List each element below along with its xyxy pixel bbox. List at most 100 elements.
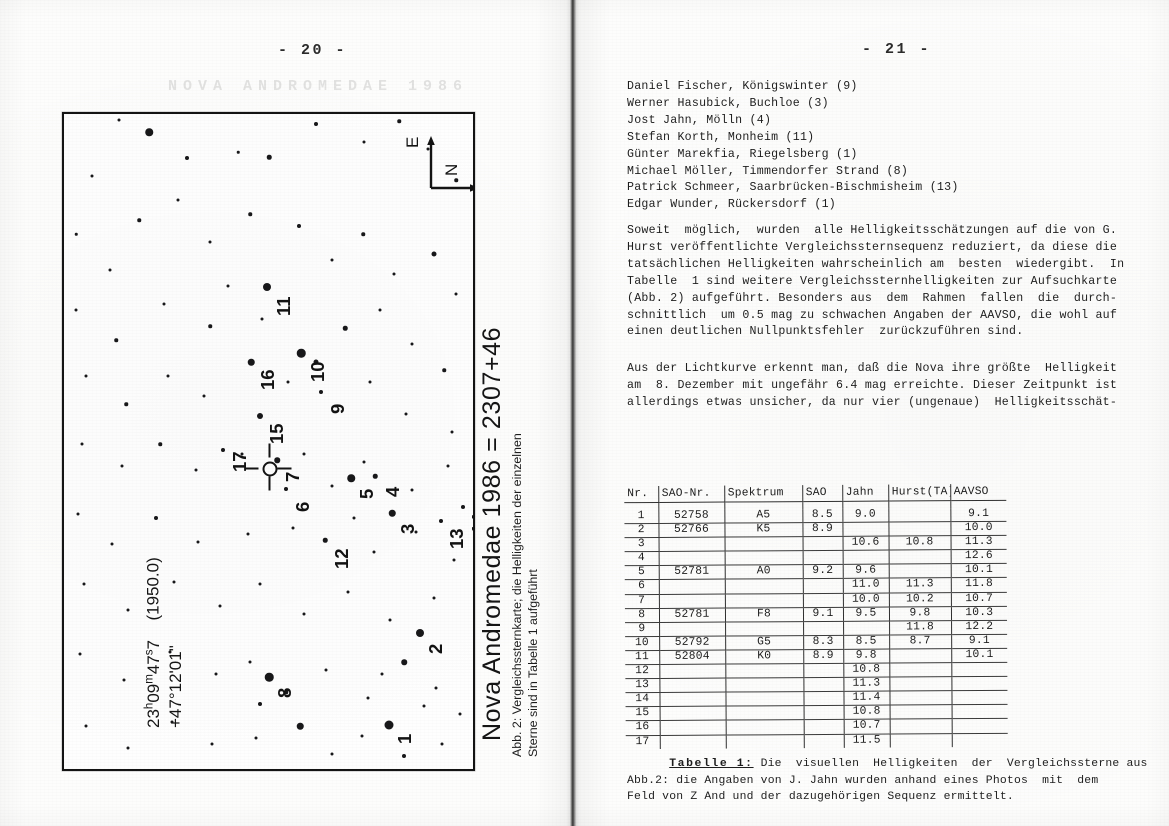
table-header-row: Nr. SAO-Nr. Spektrum SAO Jahn Hurst(TA) … [624, 483, 1007, 503]
cell-sao [802, 536, 843, 551]
cell-jahn: 9.5 [842, 606, 890, 622]
cell-hurst [888, 508, 951, 523]
chart-coordinates: 23h09m47s7 (1950.0) +47°12'01" [138, 557, 187, 728]
cell-sao [803, 705, 844, 720]
cell-spektrum [725, 677, 804, 693]
field-star [172, 580, 176, 584]
field-star [248, 660, 252, 664]
cell-hurst [888, 549, 951, 565]
cell-hurst [889, 719, 952, 734]
cell-hurst [888, 564, 951, 579]
cell-nr: 4 [624, 551, 659, 567]
cell-aavso [951, 718, 1008, 734]
field-star [117, 118, 121, 122]
cell-hurst: 11.3 [888, 578, 951, 593]
cell-jahn: 11.0 [842, 578, 889, 593]
field-star [78, 652, 82, 656]
column-header-spektrum: Spektrum [724, 485, 803, 503]
star-label-4: 4 [382, 486, 403, 497]
cell-spektrum [725, 719, 804, 735]
cell-nr: 16 [625, 720, 660, 736]
field-star [296, 722, 304, 730]
field-star [114, 338, 118, 342]
cell-aavso: 9.1 [951, 634, 1008, 649]
table-caption: Tabelle 1: Die visuellen Helligkeiten de… [627, 740, 1157, 822]
field-star [240, 452, 244, 456]
cell-aavso [951, 704, 1008, 720]
cell-sao-nr: 52804 [659, 650, 726, 665]
cell-sao-nr [658, 593, 725, 609]
coordinate-equinox: (1950.0) [143, 557, 163, 621]
field-star [168, 650, 172, 654]
column-header-sao: SAO [802, 484, 843, 502]
cell-jahn [842, 522, 889, 537]
cell-sao [803, 691, 844, 706]
cell-nr: 8 [624, 608, 660, 623]
star-label-15: 15 [266, 423, 287, 444]
field-star [362, 140, 366, 144]
cell-nr: 5 [624, 565, 659, 581]
cell-spektrum [724, 579, 803, 594]
cell-sao: 8.9 [803, 649, 844, 664]
table-body: 1 52758 A5 8.5 9.0 9.1 2 52766 K5 8.9 [624, 500, 1008, 749]
star-label-11: 11 [273, 296, 294, 316]
cell-sao-nr [659, 692, 726, 707]
comparison-star-table: Nr. SAO-Nr. Spektrum SAO Jahn Hurst(TA) … [624, 483, 1011, 749]
star-label-16: 16 [257, 369, 278, 390]
observer-list: Daniel Fischer, Königswinter (9) Werner … [627, 80, 959, 212]
comparison-star-9 [319, 390, 323, 394]
cell-jahn [843, 620, 890, 636]
star-label-3: 3 [397, 523, 418, 534]
field-star [434, 686, 438, 690]
field-star [126, 608, 130, 612]
field-star [291, 526, 295, 530]
cell-sao: 9.2 [802, 564, 843, 580]
figure-title: Nova Andromedae 1986 = 2307+46 [478, 326, 506, 741]
cell-aavso: 10.1 [950, 563, 1007, 579]
cell-sao: 8.9 [802, 522, 843, 537]
field-star [154, 516, 158, 520]
right-page-content: neretsshcielgreV red netiekgilleH neller… [620, 0, 1169, 826]
cell-spektrum: F8 [724, 607, 804, 622]
svg-text:N: N [442, 164, 461, 176]
cell-aavso: 11.8 [950, 577, 1007, 593]
cell-sao-nr [659, 720, 726, 735]
field-star [360, 734, 364, 738]
field-star [442, 368, 446, 372]
field-star [110, 542, 114, 546]
nova-tick-top [268, 443, 271, 458]
compass-rose: E N [403, 126, 473, 200]
field-star [208, 324, 212, 328]
cell-nr: 2 [624, 523, 659, 538]
cell-aavso: 10.7 [950, 591, 1007, 607]
scale-bar: 10' [468, 222, 473, 342]
field-star [404, 412, 408, 416]
column-header-nr: Nr. [624, 485, 659, 503]
cell-sao-nr [659, 664, 726, 679]
column-header-hurst: Hurst(TA) [888, 484, 951, 502]
comparison-star-1 [384, 720, 394, 730]
column-header-aavso: AAVSO [950, 483, 1007, 501]
field-star [286, 380, 290, 384]
comparison-star-15 [257, 413, 263, 419]
star-label-10: 10 [307, 361, 328, 382]
field-star [74, 232, 78, 236]
field-star [236, 150, 240, 154]
cell-nr: 11 [625, 650, 660, 665]
nova-position-marker [244, 443, 292, 491]
field-star [120, 464, 124, 468]
cell-sao-nr: 52758 [658, 509, 725, 524]
comparison-star-8 [264, 672, 274, 682]
field-star [246, 532, 250, 536]
coordinate-ra: 23h09m47s7 [143, 640, 163, 728]
comparison-star-2 [416, 629, 424, 637]
cell-jahn: 9.0 [842, 508, 889, 523]
cell-aavso: 9.1 [950, 507, 1007, 522]
field-star [414, 530, 418, 534]
nova-tick-right [277, 467, 292, 470]
cell-hurst: 11.8 [889, 620, 952, 635]
field-star [74, 308, 78, 312]
field-star [302, 452, 306, 456]
field-star [324, 668, 328, 672]
coordinate-ra-line: 23h09m47s7 (1950.0) [138, 557, 165, 728]
